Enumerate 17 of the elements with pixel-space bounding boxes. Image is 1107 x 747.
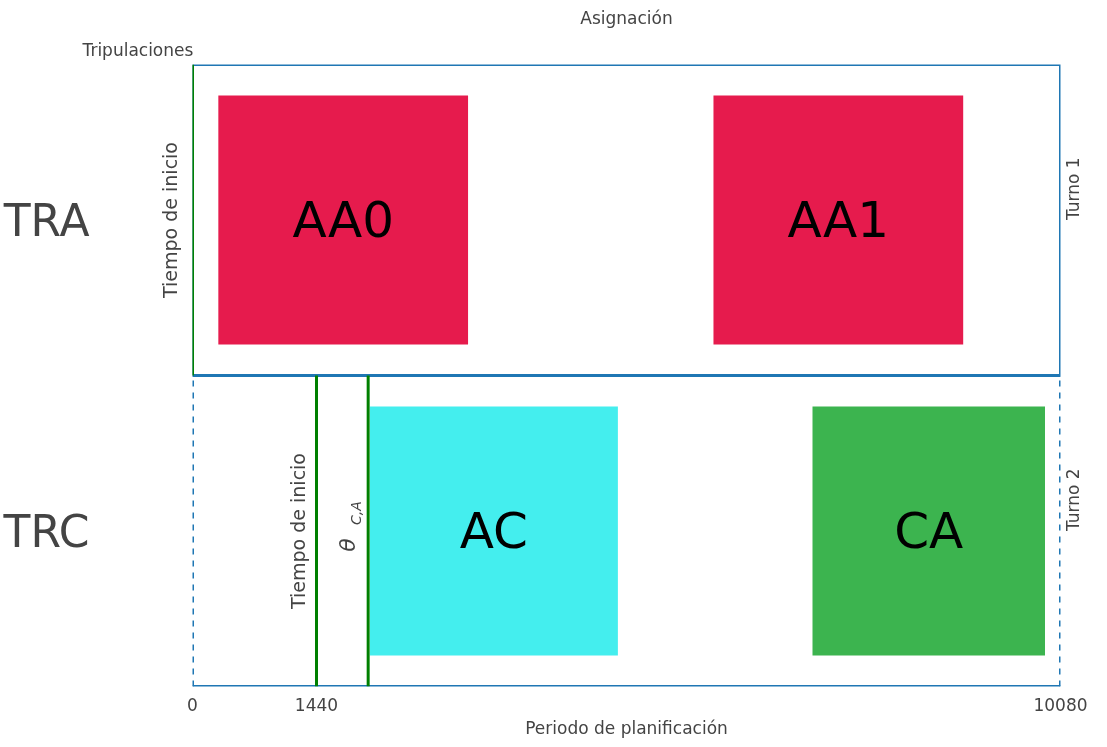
chart-title: Asignación xyxy=(580,7,673,28)
y-tick-label: TRA xyxy=(2,194,90,246)
series-label: CA xyxy=(894,502,964,560)
series-label: AC xyxy=(459,502,529,560)
series-label: AA1 xyxy=(787,191,890,249)
ref-line-label: Tiempo de inicio xyxy=(158,142,181,299)
x-tick-label: 10080 xyxy=(1033,694,1088,715)
x-tick-label: 0 xyxy=(187,694,198,715)
y-tick-label: TRC xyxy=(2,505,90,557)
x-tick-label: 1440 xyxy=(294,694,339,715)
x-axis-title: Periodo de planificación xyxy=(525,717,728,738)
series-label: AA0 xyxy=(292,191,395,249)
text: Turno 2 xyxy=(1062,468,1083,532)
text: Turno 1 xyxy=(1062,157,1083,221)
y-axis-title: Tripulaciones xyxy=(81,39,194,60)
ref-line-label: θC,A xyxy=(335,501,365,552)
ref-line-label: Tiempo de inicio xyxy=(286,453,309,610)
